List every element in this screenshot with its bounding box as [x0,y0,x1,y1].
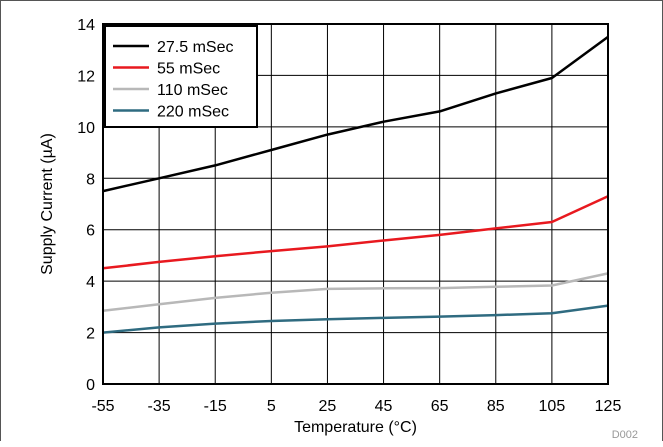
series-line-220-msec [102,304,609,334]
y-tick-label: 12 [77,68,95,85]
x-tick-label: -15 [204,398,227,415]
x-tick-label: 25 [319,398,337,415]
legend: 27.5 mSec 55 mSec 110 mSec 220 mSec [104,25,258,128]
legend-label: 55 mSec [157,61,220,78]
y-tick-label: 2 [86,326,95,343]
x-tick-label: -35 [148,398,171,415]
x-tick-label: 5 [267,398,276,415]
legend-label: 220 mSec [157,104,229,121]
x-tick-labels: -55 -35 -15 5 25 45 65 85 105 125 [91,398,621,415]
y-tick-label: 4 [86,274,95,291]
x-tick-label: 125 [595,398,622,415]
y-tick-label: 14 [77,17,95,34]
x-tick-label: 105 [539,398,566,415]
y-axis-label: Supply Current (µA) [39,133,56,275]
x-tick-label: 85 [487,398,505,415]
y-tick-label: 8 [86,171,95,188]
series-line-110-msec [102,272,609,312]
y-tick-label: 0 [86,377,95,394]
plot-border [102,23,609,385]
x-tick-label: -55 [91,398,114,415]
x-tick-label: 65 [431,398,449,415]
series-line-55-msec [102,195,609,270]
series-line-27-5-msec [102,35,609,193]
series-lines [102,35,609,334]
figure-id: D002 [612,429,638,441]
legend-label: 110 mSec [157,82,228,99]
y-tick-label: 10 [77,120,95,137]
y-tick-label: 6 [86,223,95,240]
y-tick-labels: 0 2 4 6 8 10 12 14 [77,17,95,394]
legend-label: 27.5 mSec [157,39,233,56]
x-axis-label: Temperature (°C) [294,419,417,436]
x-tick-label: 45 [375,398,393,415]
